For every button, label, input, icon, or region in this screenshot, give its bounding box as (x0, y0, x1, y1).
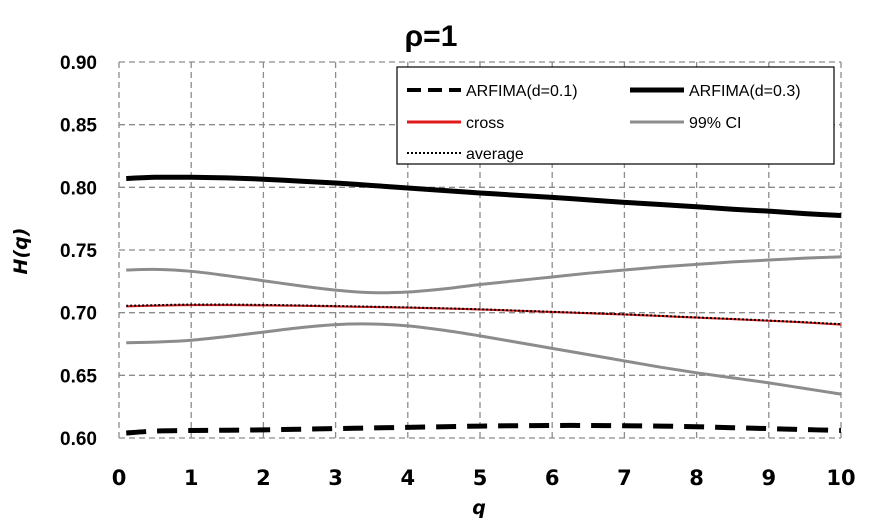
legend-label-cross: cross (466, 115, 504, 132)
y-tick-label: 0.85 (60, 116, 97, 137)
y-tick-label: 0.60 (60, 429, 97, 450)
y-tick-label: 0.80 (60, 178, 97, 199)
legend-label-99-ci: 99% CI (689, 115, 741, 132)
x-tick-label: 0 (112, 466, 127, 490)
x-tick-label: 9 (761, 466, 776, 490)
series-layer (126, 174, 842, 436)
legend-label-arfima-d-0-3: ARFIMA(d=0.3) (689, 83, 801, 100)
series-line-arfima-d-0-1 (126, 422, 842, 436)
legend-label-average: average (466, 146, 524, 163)
series-line-arfima-d-0-3 (126, 174, 842, 219)
legend-label-arfima-d-0-1: ARFIMA(d=0.1) (466, 83, 578, 100)
y-tick-label: 0.75 (60, 241, 97, 262)
y-tick-label: 0.65 (60, 366, 97, 387)
x-tick-label: 1 (184, 466, 199, 490)
legend-box (396, 66, 835, 165)
x-tick-label: 7 (617, 466, 632, 490)
y-tick-label: 0.90 (60, 53, 97, 74)
x-tick-label: 2 (256, 466, 271, 490)
y-tick-label: 0.70 (60, 304, 97, 325)
x-tick-label: 4 (400, 466, 415, 490)
x-tick-label: 5 (473, 466, 488, 490)
y-axis-label: H(q) (10, 228, 32, 275)
series-line-average (126, 303, 842, 326)
x-tick-label: 8 (689, 466, 704, 490)
y-tick-labels: 0.60 0.65 0.70 0.75 0.80 0.85 0.90 (60, 53, 97, 450)
x-tick-labels: 0 1 2 3 4 5 6 7 8 9 10 (112, 466, 856, 490)
series-line-99-ci-lower (126, 322, 842, 396)
x-tick-label: 10 (826, 466, 855, 490)
legend: ARFIMA(d=0.1) ARFIMA(d=0.3) cross 99% CI ave… (396, 66, 835, 165)
series-line-cross (126, 304, 842, 326)
x-axis-label: q (472, 497, 486, 519)
chart-title: ρ=1 (405, 20, 458, 53)
x-tick-label: 6 (545, 466, 560, 490)
x-tick-label: 3 (328, 466, 343, 490)
series-line-99-ci (126, 255, 842, 295)
